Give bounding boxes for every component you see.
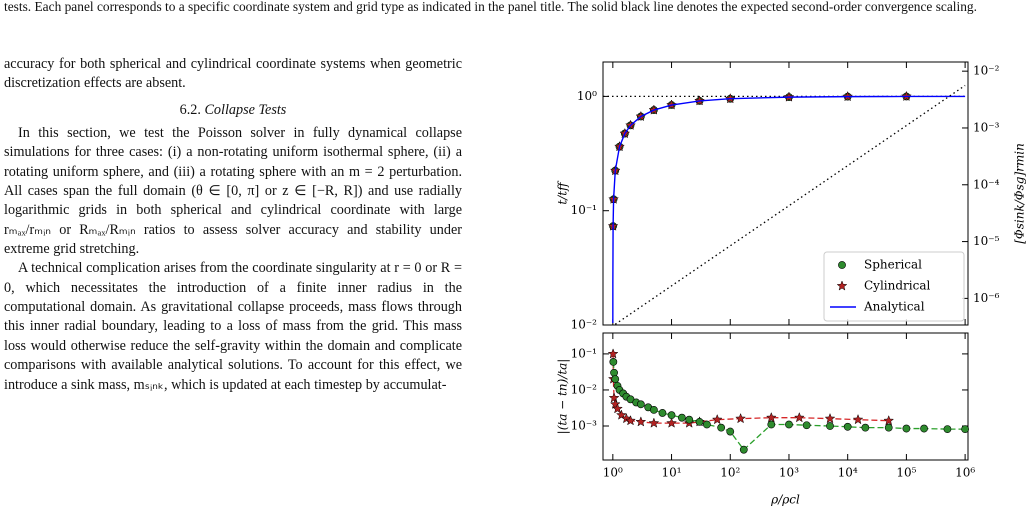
star-marker <box>793 411 805 423</box>
circle-marker <box>695 417 704 426</box>
circle-marker <box>609 357 618 366</box>
series-line <box>614 84 966 325</box>
circle-marker <box>610 368 618 377</box>
series-line <box>612 95 966 324</box>
section-heading: 6.2. Collapse Tests <box>4 101 462 120</box>
circle-marker <box>702 420 711 429</box>
star-marker <box>635 416 647 427</box>
heading-number: 6.2. <box>179 101 201 118</box>
y-tick-label: 10⁻² <box>571 382 598 396</box>
y-tick-label: 10⁻¹ <box>571 203 597 217</box>
star-marker <box>666 417 677 428</box>
y-tick-label: 10⁰ <box>577 89 597 103</box>
circle-marker <box>961 425 970 434</box>
figure-caption: tests. Each panel corresponds to a speci… <box>4 0 977 14</box>
star-marker <box>608 392 620 403</box>
paragraph: A technical complication arises from the… <box>4 260 462 393</box>
x-tick-label: 10² <box>720 466 740 480</box>
heading-title: Collapse Tests <box>204 101 287 118</box>
circle-marker <box>636 400 645 409</box>
circle-marker <box>611 375 620 383</box>
x-tick-label: 10¹ <box>661 466 681 480</box>
star-marker <box>735 412 747 424</box>
circle-marker <box>785 420 793 429</box>
circle-marker <box>726 427 735 436</box>
circle-marker <box>739 445 748 454</box>
circle-marker <box>920 424 928 433</box>
star-marker <box>711 413 723 425</box>
y-tick-label: 10⁻³ <box>571 419 598 433</box>
circle-marker <box>658 409 667 417</box>
paragraph: accuracy for both spherical and cylindri… <box>4 56 462 92</box>
star-marker <box>852 413 864 425</box>
star-marker <box>765 411 777 423</box>
x-tick-label: 10⁴ <box>838 466 858 480</box>
star-marker <box>625 415 636 426</box>
x-tick-label: 10⁶ <box>955 466 975 480</box>
legend-label: Cylindrical <box>864 279 930 293</box>
y2-tick-label: 10⁻⁵ <box>973 234 1000 248</box>
circle-marker <box>667 411 676 420</box>
circle-marker <box>884 423 893 432</box>
legend-box <box>823 251 965 322</box>
y-tick-label: 10⁻¹ <box>571 346 597 360</box>
circle-marker <box>902 424 911 433</box>
circle-marker <box>767 420 776 429</box>
series-line <box>612 361 966 451</box>
circle-marker <box>677 413 686 422</box>
y2-tick-label: 10⁻³ <box>973 120 1000 134</box>
series-line <box>612 353 889 424</box>
circle-marker <box>826 422 834 430</box>
plot-frame <box>602 61 969 326</box>
star-marker <box>824 412 836 424</box>
circle-marker <box>861 423 870 432</box>
star-marker <box>836 280 848 291</box>
text-column: accuracy for both spherical and cylindri… <box>4 55 462 395</box>
star-marker <box>648 417 660 428</box>
y2-axis-label: [Φsink/Φsg]rmin <box>1013 143 1027 244</box>
paragraph: In this section, we test the Poisson sol… <box>4 125 462 258</box>
circle-marker <box>685 415 694 424</box>
y-axis-label: |(ta − tn)/ta| <box>556 359 570 435</box>
y-tick-label: 10⁻² <box>571 318 598 332</box>
y2-tick-label: 10⁻⁶ <box>973 291 1000 305</box>
x-tick-label: 10³ <box>779 466 799 480</box>
circle-marker <box>649 405 658 414</box>
circle-marker <box>943 425 952 434</box>
star-marker <box>883 415 895 426</box>
y-axis-label: t/tff <box>556 180 570 205</box>
star-marker <box>607 348 619 359</box>
x-tick-label: 10⁵ <box>896 466 916 480</box>
legend-label: Analytical <box>863 300 925 314</box>
plot-frame <box>602 332 969 461</box>
x-tick-label: 10⁰ <box>603 466 623 480</box>
star-marker <box>609 398 621 409</box>
y2-tick-label: 10⁻² <box>973 64 1000 78</box>
y2-tick-label: 10⁻⁴ <box>973 177 1000 191</box>
legend-label: Spherical <box>864 258 922 272</box>
circle-marker <box>717 423 726 432</box>
x-axis-label: ρ/ρcl <box>770 493 800 507</box>
star-marker <box>612 403 623 414</box>
circle-marker <box>843 422 852 431</box>
circle-marker <box>802 421 811 430</box>
circle-marker <box>838 261 846 269</box>
